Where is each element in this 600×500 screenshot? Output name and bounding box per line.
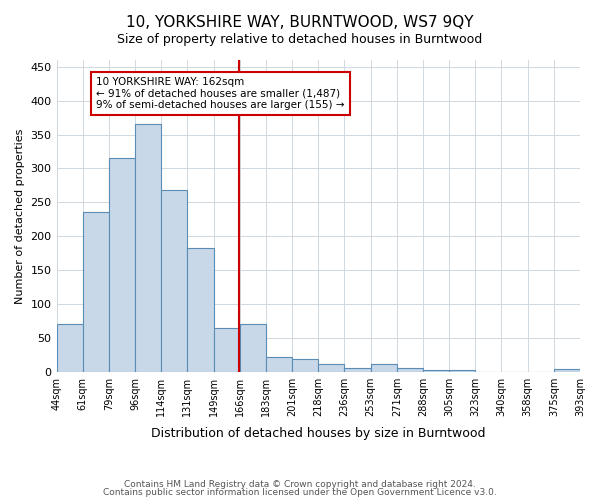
Bar: [56, 324, 83, 372]
Bar: [266, 356, 292, 372]
Bar: [554, 369, 580, 372]
Bar: [83, 212, 109, 372]
Bar: [292, 360, 318, 372]
Bar: [109, 158, 135, 372]
Text: Size of property relative to detached houses in Burntwood: Size of property relative to detached ho…: [118, 32, 482, 46]
Bar: [135, 124, 161, 372]
Bar: [344, 368, 371, 372]
Bar: [240, 324, 266, 372]
Bar: [318, 364, 344, 372]
Text: 10 YORKSHIRE WAY: 162sqm
← 91% of detached houses are smaller (1,487)
9% of semi: 10 YORKSHIRE WAY: 162sqm ← 91% of detach…: [96, 77, 344, 110]
Bar: [423, 370, 449, 372]
Bar: [161, 190, 187, 372]
Bar: [449, 370, 475, 372]
Bar: [187, 248, 214, 372]
Bar: [397, 368, 423, 372]
Y-axis label: Number of detached properties: Number of detached properties: [15, 128, 25, 304]
X-axis label: Distribution of detached houses by size in Burntwood: Distribution of detached houses by size …: [151, 427, 485, 440]
Text: 10, YORKSHIRE WAY, BURNTWOOD, WS7 9QY: 10, YORKSHIRE WAY, BURNTWOOD, WS7 9QY: [126, 15, 474, 30]
Bar: [371, 364, 397, 372]
Text: Contains public sector information licensed under the Open Government Licence v3: Contains public sector information licen…: [103, 488, 497, 497]
Text: Contains HM Land Registry data © Crown copyright and database right 2024.: Contains HM Land Registry data © Crown c…: [124, 480, 476, 489]
Bar: [214, 328, 240, 372]
